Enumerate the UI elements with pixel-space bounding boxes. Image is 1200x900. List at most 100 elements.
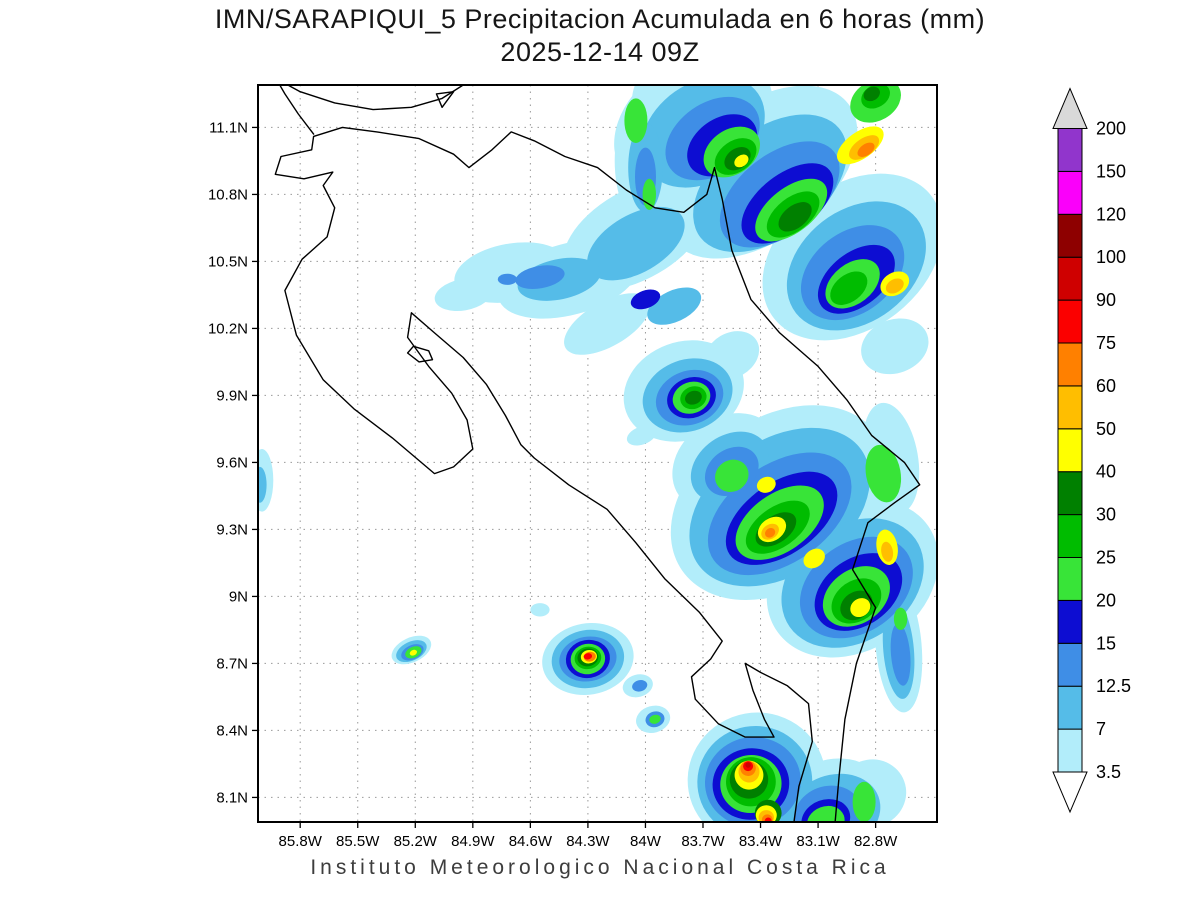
colorbar-segment	[1057, 170, 1083, 215]
precip-cell	[530, 603, 550, 617]
precip-cell	[409, 649, 418, 656]
precip-cell	[632, 680, 648, 692]
colorbar-label: 75	[1096, 333, 1116, 353]
colorbar-segment	[1057, 557, 1083, 601]
map-title: IMN/SARAPIQUI_5 Precipitacion Acumulada …	[214, 4, 986, 34]
map-frame	[257, 84, 938, 823]
colorbar-label: 3.5	[1096, 762, 1121, 782]
colorbar-segment	[1057, 256, 1083, 301]
colorbar-segment	[1057, 642, 1083, 687]
lat-tick-label: 8.4N	[216, 722, 248, 739]
precip-cell	[861, 318, 929, 375]
precip-cell	[465, 258, 500, 278]
lat-tick-label: 10.2N	[208, 320, 248, 337]
precip-cell	[583, 653, 593, 660]
colorbar-segment	[1057, 685, 1083, 730]
lat-tick-label: 9.6N	[216, 454, 248, 471]
colorbar-segment	[1057, 514, 1083, 558]
precip-cell	[497, 273, 517, 285]
precip-cell	[764, 527, 776, 538]
lat-tick-label: 8.1N	[216, 789, 248, 806]
lat-tick-label: 8.7N	[216, 655, 248, 672]
colorbar-label: 20	[1096, 590, 1116, 610]
map-datetime: 2025-12-14 09Z	[500, 37, 700, 67]
colorbar-label: 50	[1096, 419, 1116, 439]
colorbar-label: 30	[1096, 505, 1116, 525]
lat-tick-label: 10.5N	[208, 253, 248, 270]
lon-tick-label: 82.8W	[854, 833, 898, 850]
lon-tick-label: 83.7W	[681, 833, 725, 850]
precip-cell	[734, 154, 749, 168]
precip-cell	[852, 781, 876, 822]
colorbar-label: 40	[1096, 462, 1116, 482]
lon-tick-label: 85.2W	[394, 833, 438, 850]
precip-cell	[803, 548, 825, 569]
colorbar-label: 15	[1096, 633, 1116, 653]
lat-tick-label: 9.3N	[216, 521, 248, 538]
precip-cell	[890, 623, 911, 686]
colorbar-segment	[1057, 728, 1083, 773]
precip-cell	[649, 714, 661, 724]
colorbar-label: 200	[1096, 119, 1126, 139]
colorbar-segment	[1057, 471, 1083, 516]
precip-cell	[564, 293, 651, 355]
precip-cell	[893, 607, 908, 630]
colorbar-arrow-bottom	[1052, 771, 1088, 814]
precip-cell	[515, 265, 565, 289]
precip-cell	[764, 817, 772, 822]
precip-cell	[830, 271, 868, 305]
colorbar-segment	[1057, 428, 1083, 473]
lat-tick-label: 9.9N	[216, 387, 248, 404]
precip-cell	[863, 86, 880, 102]
precip-cell	[857, 142, 875, 157]
colorbar-label: 7	[1096, 719, 1106, 739]
colorbar-label: 90	[1096, 290, 1116, 310]
colorbar-segment	[1057, 128, 1083, 172]
precip-cell	[434, 278, 492, 312]
precip-cell	[624, 98, 648, 143]
lat-tick-label: 10.8N	[208, 186, 248, 203]
colorbar-label: 120	[1096, 204, 1126, 224]
precip-cell	[715, 459, 749, 492]
lon-tick-label: 84.3W	[566, 833, 610, 850]
precip-cell	[778, 202, 812, 232]
precip-cell	[685, 390, 702, 405]
colorbar-segment	[1057, 342, 1083, 387]
precip-cell	[647, 287, 702, 325]
precip-cell	[885, 278, 904, 294]
colorbar-arrow-top	[1052, 87, 1088, 129]
precip-cell	[526, 298, 554, 314]
footer-credit: Instituto Meteorologico Nacional Costa R…	[310, 856, 890, 879]
precip-cell	[881, 541, 894, 562]
precip-cell	[258, 466, 267, 503]
border-island-feature	[435, 90, 455, 109]
precip-cell	[756, 476, 776, 493]
lon-tick-label: 84.9W	[451, 833, 495, 850]
colorbar-segment	[1057, 385, 1083, 430]
lon-tick-label: 83.1W	[796, 833, 840, 850]
precip-cell	[626, 425, 657, 446]
lat-tick-label: 9N	[229, 588, 248, 605]
precip-cell	[630, 289, 661, 310]
colorbar-segment	[1057, 213, 1083, 258]
nicaragua-pacific-coast	[278, 85, 315, 135]
precip-cell	[850, 598, 871, 618]
plot-area	[258, 85, 937, 822]
precip-cell	[642, 178, 656, 210]
precip-cell	[745, 762, 751, 768]
lon-tick-label: 84.6W	[509, 833, 553, 850]
chira-island	[406, 345, 434, 363]
lake-nicaragua-shore	[286, 85, 465, 111]
lat-tick-label: 11.1N	[209, 119, 248, 136]
colorbar-label: 100	[1096, 247, 1126, 267]
colorbar-label: 60	[1096, 376, 1116, 396]
precip-cell	[587, 206, 685, 281]
colorbar-label: 150	[1096, 161, 1126, 181]
lon-tick-label: 85.5W	[336, 833, 380, 850]
precip-cell	[865, 444, 902, 503]
colorbar-segment	[1057, 599, 1083, 644]
lon-tick-label: 84W	[630, 833, 662, 850]
colorbar-label: 12.5	[1096, 676, 1131, 696]
